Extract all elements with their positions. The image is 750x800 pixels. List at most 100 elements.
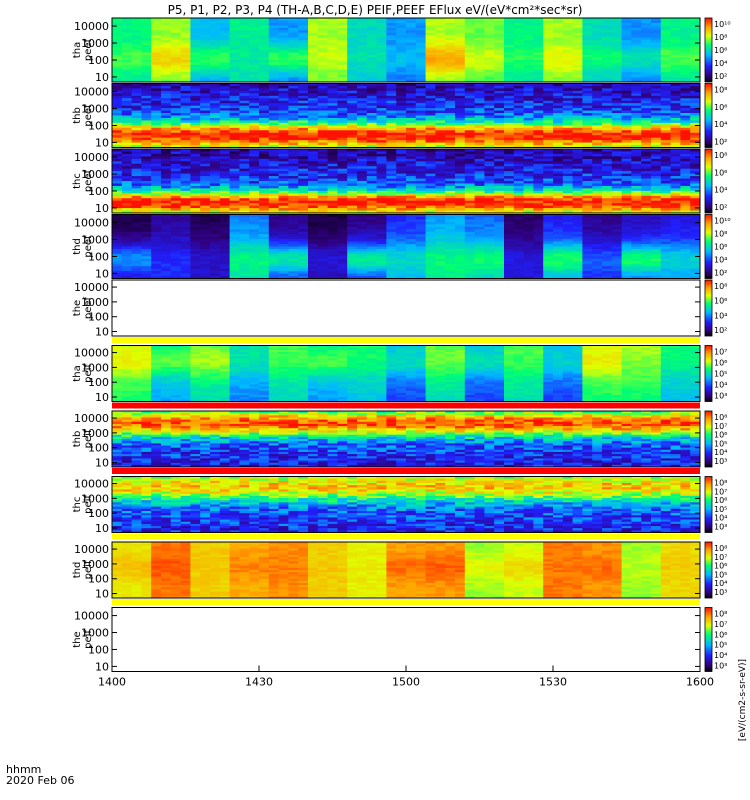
spectrogram-cell <box>180 45 191 48</box>
spectrogram-cell <box>239 79 250 83</box>
spectrogram-cell <box>239 193 250 197</box>
spectrogram-cell <box>121 151 132 155</box>
spectrogram-cell <box>582 108 593 111</box>
spectrogram-cell <box>200 125 211 129</box>
spectrogram-cell <box>141 103 152 107</box>
spectrogram-cell <box>602 18 613 21</box>
spectrogram-cell <box>131 95 142 99</box>
spectrogram-cell <box>249 105 260 109</box>
spectrogram-cell <box>161 248 172 252</box>
spectrogram-cell <box>141 200 152 204</box>
spectrogram-cell <box>308 163 319 167</box>
spectrogram-cell <box>366 153 377 157</box>
spectrogram-cell <box>484 208 495 211</box>
spectrogram-cell <box>445 178 456 182</box>
spectrogram-cell <box>327 59 338 63</box>
spectrogram-cell <box>288 188 299 192</box>
spectrogram-cell <box>386 153 397 157</box>
spectrogram-cell <box>406 67 417 71</box>
spectrogram-cell <box>690 79 701 83</box>
spectrogram-cell <box>298 200 309 204</box>
spectrogram-cell <box>278 176 289 179</box>
spectrogram-cell <box>386 108 397 111</box>
spectrogram-cell <box>151 27 162 31</box>
spectrogram-cell <box>386 30 397 34</box>
spectrogram-cell <box>680 163 691 167</box>
spectrogram-cell <box>631 93 642 97</box>
spectrogram-cell <box>651 127 662 131</box>
spectrogram-cell <box>582 156 593 160</box>
spectrogram-cell <box>180 256 191 260</box>
spectrogram-cell <box>582 127 593 131</box>
spectrogram-cell <box>582 158 593 162</box>
spectrogram-cell <box>161 52 172 56</box>
spectrogram-cell <box>239 64 250 68</box>
spectrogram-cell <box>278 156 289 160</box>
spectrogram-cell <box>151 273 162 277</box>
spectrogram-cell <box>680 62 691 66</box>
spectrogram-cell <box>602 173 613 177</box>
spectrogram-cell <box>337 18 348 21</box>
spectrogram-cell <box>415 54 426 58</box>
spectrogram-cell <box>170 261 181 265</box>
spectrogram-cell <box>425 88 436 92</box>
spectrogram-cell <box>572 45 583 48</box>
spectrogram-cell <box>170 88 181 92</box>
spectrogram-cell <box>553 161 564 165</box>
spectrogram-cell <box>445 77 456 80</box>
spectrogram-cell <box>651 193 662 197</box>
spectrogram-cell <box>602 27 613 31</box>
spectrogram-cell <box>386 67 397 71</box>
spectrogram-cell <box>455 132 466 136</box>
spectrogram-cell <box>210 27 221 31</box>
spectrogram-cell <box>337 95 348 99</box>
spectrogram-cell <box>376 110 387 114</box>
spectrogram-cell <box>553 120 564 124</box>
spectrogram-cell <box>435 142 446 146</box>
spectrogram-cell <box>200 178 211 182</box>
spectrogram-cell <box>690 153 701 157</box>
spectrogram-cell <box>523 190 534 194</box>
spectrogram-cell <box>543 176 554 179</box>
spectrogram-cell <box>131 50 142 53</box>
probe-label: thc <box>72 173 83 189</box>
spectrogram-cell <box>112 22 123 26</box>
spectrogram-cell <box>249 140 260 143</box>
spectrogram-cell <box>474 120 485 124</box>
spectrogram-cell <box>690 190 701 194</box>
spectrogram-cell <box>533 158 544 162</box>
spectrogram-cell <box>376 132 387 136</box>
spectrogram-cell <box>513 27 524 31</box>
spectrogram-cell <box>415 183 426 187</box>
spectrogram-cell <box>572 151 583 155</box>
spectrogram-cell <box>543 135 554 139</box>
spectrogram-cell <box>121 74 132 78</box>
spectrogram-cell <box>582 83 593 87</box>
spectrogram-cell <box>523 185 534 189</box>
spectrogram-cell <box>611 161 622 165</box>
spectrogram-cell <box>562 77 573 80</box>
spectrogram-cell <box>288 32 299 36</box>
spectrogram-cell <box>611 62 622 66</box>
spectrogram-cell <box>631 27 642 31</box>
spectrogram-cell <box>308 59 319 63</box>
spectrogram-cell <box>523 137 534 141</box>
spectrogram-cell <box>249 130 260 134</box>
spectrogram-cell <box>543 181 554 184</box>
spectrogram-cell <box>170 171 181 175</box>
spectrogram-cell <box>494 69 505 73</box>
spectrogram-cell <box>396 67 407 71</box>
spectrogram-cell <box>670 137 681 141</box>
spectrogram-cell <box>631 210 642 214</box>
spectrogram-cell <box>651 145 662 148</box>
spectrogram-cell <box>298 151 309 155</box>
spectrogram-cell <box>562 153 573 157</box>
spectrogram-cell <box>641 125 652 129</box>
spectrogram-cell <box>112 108 123 111</box>
spectrogram-cell <box>357 45 368 48</box>
spectrogram-cell <box>151 166 162 170</box>
spectrogram-cell <box>357 27 368 31</box>
spectrogram-cell <box>680 200 691 204</box>
spectrogram-cell <box>484 90 495 94</box>
spectrogram-cell <box>288 127 299 131</box>
